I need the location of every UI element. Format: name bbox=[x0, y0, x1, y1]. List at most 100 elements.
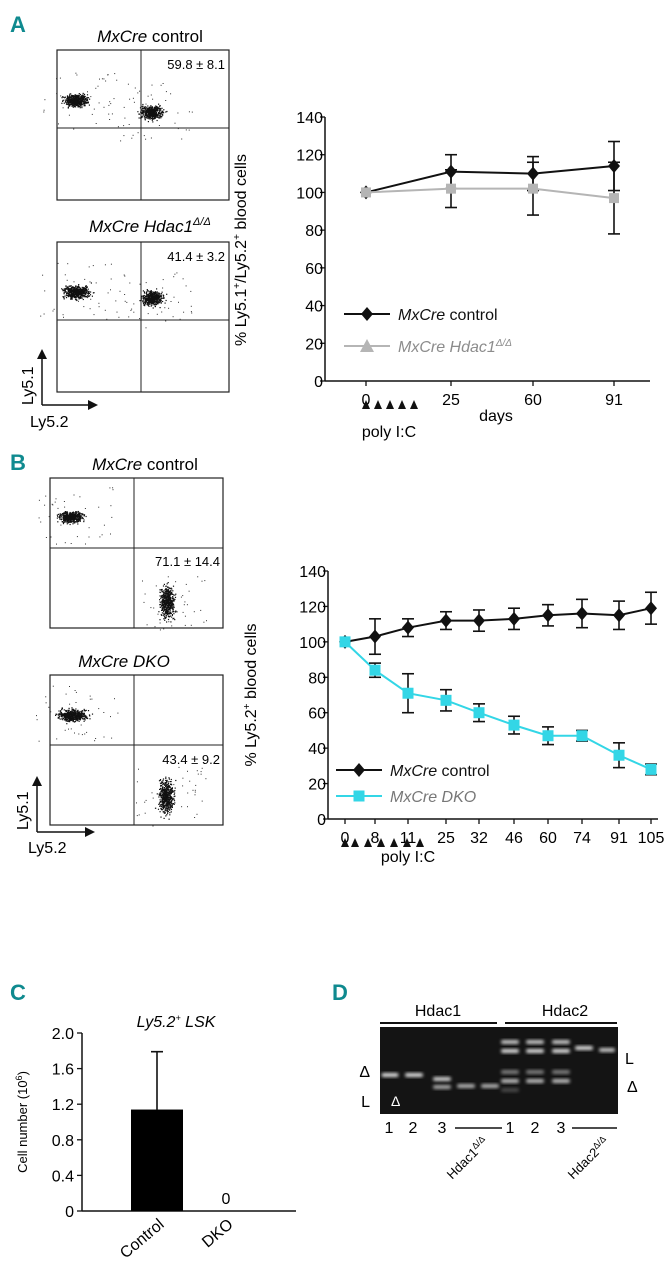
injection-arrow bbox=[341, 838, 349, 847]
lane-number: 3 bbox=[438, 1120, 447, 1137]
series-line bbox=[344, 641, 652, 771]
data-point bbox=[473, 707, 485, 719]
injection-arrow bbox=[410, 400, 418, 409]
legend-marker bbox=[353, 790, 365, 802]
panel-letter-a: A bbox=[10, 12, 26, 37]
gel-band bbox=[526, 1079, 544, 1083]
y-tick-label: 0.4 bbox=[52, 1168, 74, 1185]
axis-label-ly51-a: Ly5.1 bbox=[20, 366, 37, 405]
gel-band bbox=[552, 1040, 570, 1044]
data-point bbox=[613, 608, 625, 623]
x-category-label: Control bbox=[117, 1216, 167, 1262]
y-tick-label: 100 bbox=[296, 185, 323, 202]
legend-label: MxCre control bbox=[390, 763, 490, 780]
x-tick-label: 105 bbox=[638, 830, 665, 847]
x-tick-label: 91 bbox=[605, 392, 623, 409]
y-tick-label: 120 bbox=[299, 599, 326, 616]
flow-axes-b: Ly5.1 Ly5.2 bbox=[15, 776, 95, 857]
gel-band bbox=[526, 1040, 544, 1044]
panel-letter-b: B bbox=[10, 450, 26, 475]
y-tick-label: 1.6 bbox=[52, 1062, 74, 1079]
data-point bbox=[369, 629, 381, 644]
x-category-label: DKO bbox=[199, 1216, 236, 1251]
y-tick-label: 40 bbox=[308, 741, 326, 758]
y-tick-label: 0 bbox=[65, 1204, 74, 1221]
y-tick-label: 140 bbox=[299, 564, 326, 581]
gel-band bbox=[501, 1079, 519, 1083]
x-tick-label: 8 bbox=[371, 830, 380, 847]
gel-panel-d: Hdac1 Hdac2 Δ L Δ L Δ 1 2 3 1 2 3 Hdac1Δ… bbox=[359, 1003, 638, 1182]
y-tick-label: 60 bbox=[305, 261, 323, 278]
gel-band bbox=[599, 1048, 615, 1052]
injection-arrow bbox=[362, 400, 370, 409]
flow-plot-b-dko: MxCre DKO 43.4 ± 9.2 bbox=[36, 652, 224, 827]
gel-group-hdac1: Hdac1 bbox=[415, 1003, 461, 1020]
y-tick-label: 1.2 bbox=[52, 1097, 74, 1114]
panel-letter-d: D bbox=[332, 980, 348, 1005]
flow-plot-a-control: MxCre control 59.8 ± 8.1 bbox=[43, 27, 230, 201]
gel-band bbox=[433, 1077, 451, 1081]
axis-label-ly52-b: Ly5.2 bbox=[28, 840, 67, 857]
line-chart-b: 0204060801001201400811253246607491105% L… bbox=[242, 564, 664, 866]
legend-label: MxCre DKO bbox=[390, 789, 476, 806]
data-point bbox=[402, 620, 414, 635]
gel-band bbox=[501, 1070, 519, 1074]
series-line bbox=[365, 165, 615, 194]
data-point bbox=[339, 636, 351, 648]
scatter-dots-a2 bbox=[40, 262, 193, 329]
y-axis-label: % Ly5.2+ blood cells bbox=[242, 623, 260, 766]
gel-band bbox=[381, 1073, 399, 1077]
y-tick-label: 20 bbox=[305, 336, 323, 353]
injection-arrow bbox=[416, 838, 424, 847]
y-tick-label: 20 bbox=[308, 777, 326, 794]
gel-band bbox=[501, 1040, 519, 1044]
data-point bbox=[361, 187, 371, 198]
flow-stat-a2: 41.4 ± 3.2 bbox=[167, 249, 225, 264]
data-point bbox=[508, 611, 520, 626]
line-chart-a: 0204060801001201400256091% Ly5.1+/Ly5.2+… bbox=[232, 110, 650, 441]
gel-mark-l-left: L bbox=[361, 1094, 370, 1111]
series-line bbox=[344, 607, 652, 643]
x-tick-label: 74 bbox=[573, 830, 591, 847]
flow-title-a2: MxCre Hdac1Δ/Δ bbox=[89, 216, 211, 236]
bar-control bbox=[131, 1109, 183, 1211]
y-tick-label: 120 bbox=[296, 148, 323, 165]
data-label-dko: 0 bbox=[222, 1191, 231, 1208]
gel-band bbox=[575, 1046, 593, 1050]
gel-mark-l-right: L bbox=[625, 1051, 634, 1068]
injection-arrow bbox=[390, 838, 398, 847]
x-tick-label: 32 bbox=[470, 830, 488, 847]
gel-bands bbox=[381, 1040, 615, 1092]
legend-label: MxCre Hdac1Δ/Δ bbox=[398, 338, 512, 356]
injection-arrow bbox=[386, 400, 394, 409]
lane-number: 1 bbox=[506, 1120, 515, 1137]
flow-title-a1: MxCre control bbox=[97, 27, 203, 46]
flow-plot-a-hdac1: MxCre Hdac1Δ/Δ 41.4 ± 3.2 bbox=[40, 216, 230, 393]
legend-marker bbox=[353, 763, 365, 777]
gel-mark-delta-lane: Δ bbox=[391, 1093, 400, 1109]
x-tick-label: 46 bbox=[505, 830, 523, 847]
lane-number: 3 bbox=[557, 1120, 566, 1137]
y-tick-label: 0 bbox=[317, 812, 326, 829]
data-point bbox=[576, 730, 588, 742]
scatter-dots-a1 bbox=[43, 72, 193, 142]
lane-number: 2 bbox=[531, 1120, 540, 1137]
injection-arrow bbox=[374, 400, 382, 409]
y-tick-label: 80 bbox=[305, 223, 323, 240]
y-tick-label: 60 bbox=[308, 706, 326, 723]
gel-band bbox=[433, 1085, 451, 1089]
gel-ko-label-hdac2: Hdac2Δ/Δ bbox=[564, 1134, 612, 1182]
x-tick-label: 91 bbox=[610, 830, 628, 847]
annotation-poly-ic: poly I:C bbox=[381, 849, 435, 866]
gel-image bbox=[380, 1027, 618, 1114]
data-point bbox=[528, 183, 538, 194]
y-axis-label: % Ly5.1+/Ly5.2+ blood cells bbox=[232, 154, 250, 346]
data-point bbox=[542, 608, 554, 623]
gel-band bbox=[552, 1049, 570, 1053]
lane-number: 2 bbox=[409, 1120, 418, 1137]
x-axis-label: days bbox=[479, 408, 513, 425]
data-point bbox=[645, 601, 657, 616]
data-point bbox=[542, 730, 554, 742]
chart-title: Ly5.2+ LSK bbox=[137, 1013, 217, 1031]
